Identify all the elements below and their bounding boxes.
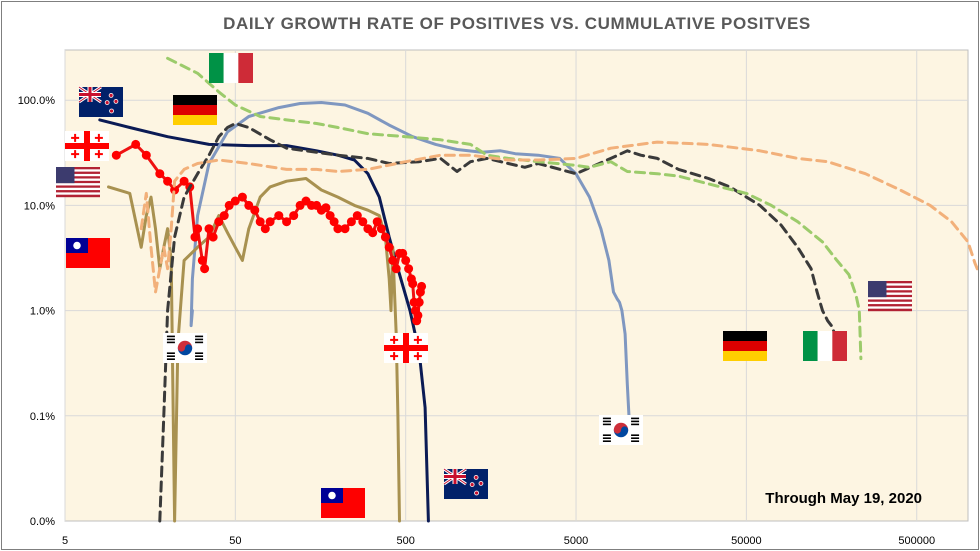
date-annotation: Through May 19, 2020 [765,490,922,507]
taiwan-flag [66,238,110,268]
georgia-flag [384,333,428,363]
georgia-data-point [193,224,203,234]
x-tick-label: 50000 [731,535,762,547]
georgia-data-point [376,224,386,234]
georgia-data-point [408,279,418,289]
georgia-data-point [250,205,260,215]
georgia-data-point [414,297,424,307]
georgia-data-point [190,232,200,242]
georgia-data-point [340,224,350,234]
georgia-data-point [321,203,331,213]
georgia-data-point [244,200,254,210]
georgia-data-point [391,264,401,274]
germany-flag [173,95,217,125]
y-tick-label: 0.1% [30,411,55,423]
x-tick-label: 500 [397,535,415,547]
georgia-data-point [230,196,240,206]
south-korea-flag [163,333,207,363]
georgia-data-point [333,224,343,234]
axis-ticks: 5 50 500 5000 50000 500000 0.0% 0.1% 1.0% 10.0% 10… [18,95,935,547]
georgia-data-point [204,224,214,234]
georgia-data-point [163,176,173,186]
georgia-data-point [200,264,210,274]
x-tick-label: 50 [229,535,241,547]
georgia-data-point [380,232,390,242]
usa-flag [56,167,100,198]
georgia-data-point [401,255,411,265]
georgia-data-point [197,255,207,265]
georgia-data-point [219,211,229,221]
georgia-data-point [274,211,284,221]
south-korea-flag [599,415,643,445]
georgia-data-point [388,255,398,265]
georgia-data-point [289,211,299,221]
georgia-data-point [417,281,427,291]
new-zealand-series-line [98,118,430,523]
georgia-data-point [111,150,121,160]
italy-flag [209,53,253,83]
chart-title: DAILY GROWTH RATE OF POSITIVES VS. CUMMU… [223,14,811,33]
flags [56,53,912,518]
georgia-data-point [260,224,270,234]
new-zealand-flag [78,85,123,117]
georgia-data-point [208,232,218,242]
germany-flag [723,331,767,361]
georgia-data-point [131,139,141,149]
georgia-data-point [384,242,394,252]
georgia-data-point [346,217,356,227]
united-states-series-line [139,140,978,294]
georgia-data-point [404,264,414,274]
georgia-data-point [398,248,408,258]
georgia-data-point [282,217,292,227]
georgia-data-point [372,217,382,227]
georgia-data-point [265,217,275,227]
usa-flag [868,281,912,312]
y-tick-label: 10.0% [24,200,55,212]
taiwan-flag [321,488,365,518]
georgia-data-point [352,211,362,221]
georgia-data-point [368,228,378,238]
georgia-data-point [214,217,224,227]
x-tick-label: 5000 [564,535,588,547]
italy-flag [803,331,847,361]
georgia-data-point [329,217,339,227]
georgia-data-point [413,310,423,320]
x-tick-label: 5 [62,535,68,547]
italy-series-line [166,56,863,361]
georgia-flag [65,131,109,161]
georgia-data-point [237,192,247,202]
new-zealand-flag [443,467,488,499]
georgia-data-point [141,150,151,160]
series-lines [98,56,978,523]
y-tick-label: 100.0% [18,95,56,107]
x-tick-label: 500000 [898,535,935,547]
y-tick-label: 1.0% [30,306,55,318]
georgia-data-point [155,169,165,179]
georgia-data-point [179,176,189,186]
y-tick-label: 0.0% [30,516,55,528]
plot-area [64,49,969,522]
germany-series-line [158,122,841,523]
georgia-data-point [255,217,265,227]
georgia-data-point [358,217,368,227]
